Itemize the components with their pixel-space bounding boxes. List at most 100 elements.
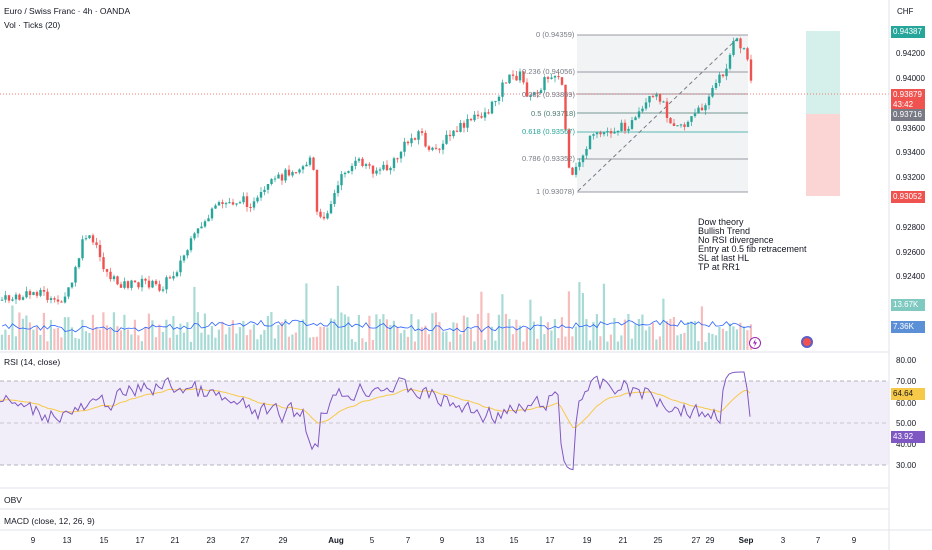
volume-bar: [431, 313, 434, 350]
fib-level-label: 0.382 (0.93869): [522, 90, 575, 99]
time-tick: 21: [618, 536, 628, 545]
candle-body: [669, 117, 672, 124]
candle-body: [350, 165, 354, 172]
candle-body: [235, 203, 238, 205]
fib-retracement-area[interactable]: [577, 35, 748, 192]
candle-body: [242, 196, 245, 203]
time-tick: 25: [653, 536, 663, 545]
volume-bar: [354, 341, 357, 350]
price-tick: 0.92600: [896, 248, 925, 257]
candle-body: [662, 101, 665, 103]
stop-loss-zone[interactable]: [806, 114, 840, 196]
candle-body: [399, 151, 403, 159]
candle-body: [501, 82, 504, 97]
candle-body: [133, 280, 137, 283]
volume-bar: [105, 325, 108, 350]
volume-bar: [217, 329, 220, 350]
candle-body: [340, 174, 343, 186]
volume-bar: [70, 327, 73, 350]
fib-level-label: 0.786 (0.93352): [522, 154, 575, 163]
note-line[interactable]: TP at RR1: [698, 262, 740, 272]
note-line[interactable]: Dow theory: [698, 217, 744, 227]
macd-title[interactable]: MACD (close, 12, 26, 9): [4, 516, 95, 526]
volume-value-tag: 13.67K: [891, 299, 925, 311]
volume-bar: [466, 317, 469, 350]
time-tick: 5: [369, 536, 375, 545]
volume-ma-tag: 7.36K: [891, 321, 925, 333]
volume-bar: [158, 324, 161, 350]
symbol-title[interactable]: Euro / Swiss Franc · 4h · OANDA: [4, 6, 131, 16]
candle-body: [196, 228, 200, 234]
time-tick: 19: [582, 536, 592, 545]
candle-body: [221, 202, 224, 204]
take-profit-zone[interactable]: [806, 31, 840, 114]
volume-bar: [735, 329, 738, 350]
candle-body: [312, 157, 315, 170]
candle-body: [207, 218, 210, 222]
volume-bar: [256, 339, 259, 350]
note-line[interactable]: No RSI divergence: [698, 235, 774, 245]
volume-bar: [231, 320, 234, 350]
volume-bar: [77, 338, 80, 350]
candle-body: [693, 113, 697, 117]
candle-body: [473, 114, 476, 121]
rsi-title[interactable]: RSI (14, close): [4, 357, 61, 367]
volume-bar: [368, 315, 371, 350]
candle-body: [392, 158, 396, 169]
volume-bar: [448, 341, 451, 350]
candle-body: [252, 201, 256, 208]
candle-body: [154, 280, 158, 285]
volume-bar: [637, 318, 640, 350]
volume-bar: [46, 341, 49, 350]
candle-body: [203, 221, 207, 227]
rsi-tick: 50.00: [896, 419, 917, 428]
volume-bar: [53, 328, 56, 350]
candle-body: [364, 164, 368, 166]
currency-label[interactable]: CHF: [897, 7, 914, 16]
volume-indicator-title[interactable]: Vol · Ticks (20): [4, 20, 61, 30]
obv-title[interactable]: OBV: [4, 495, 22, 505]
price-tick: 0.94000: [896, 74, 925, 83]
note-line[interactable]: Bullish Trend: [698, 226, 751, 236]
event-marker-icon[interactable]: [801, 336, 813, 348]
volume-bar: [340, 312, 343, 350]
time-tick: 27: [240, 536, 250, 545]
volume-bar: [529, 299, 532, 350]
volume-bar: [305, 283, 308, 350]
volume-bar: [186, 322, 189, 350]
fib-trendline[interactable]: [577, 35, 741, 192]
candle-body: [182, 255, 186, 261]
candle-body: [536, 92, 539, 94]
flash-icon[interactable]: [749, 337, 761, 349]
note-line[interactable]: Entry at 0.5 fib retracement: [698, 244, 807, 254]
volume-bar: [574, 326, 577, 350]
volume-bar: [630, 338, 633, 350]
candle-body: [84, 238, 88, 240]
volume-bar: [536, 338, 539, 350]
volume-bar: [732, 326, 735, 350]
volume-bar: [182, 332, 185, 350]
candle-body: [711, 87, 714, 97]
candle-body: [98, 244, 102, 258]
volume-bar: [371, 339, 374, 350]
candle-body: [480, 116, 483, 118]
candle-body: [522, 71, 525, 83]
candle-body: [690, 116, 693, 122]
volume-bar: [329, 318, 332, 350]
volume-bar: [595, 314, 598, 350]
volume-bar: [385, 319, 388, 350]
candle-body: [494, 100, 497, 102]
candle-body: [109, 271, 112, 280]
volume-bar: [406, 336, 409, 350]
volume-bar: [739, 322, 742, 350]
volume-bar: [301, 319, 304, 350]
volume-bar: [434, 312, 437, 350]
volume-bar: [242, 320, 245, 350]
candle-body: [102, 257, 105, 270]
volume-bar: [60, 337, 63, 350]
note-line[interactable]: SL at last HL: [698, 253, 750, 263]
rsi-line: [0, 371, 751, 471]
volume-bar: [679, 333, 682, 350]
volume-bar: [490, 326, 493, 350]
